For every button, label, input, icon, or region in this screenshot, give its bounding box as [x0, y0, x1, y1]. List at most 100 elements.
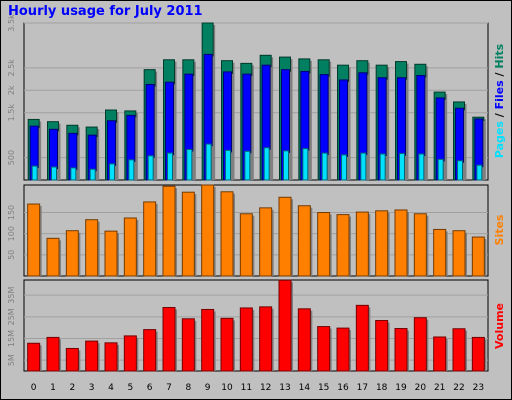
- x-tick-label: 0: [31, 383, 37, 393]
- x-tick-label: 21: [434, 383, 445, 393]
- x-tick-label: 15: [318, 383, 329, 393]
- x-tick-label: 7: [166, 383, 172, 393]
- bar-volume: [471, 336, 485, 372]
- bar-sites: [433, 228, 447, 277]
- bar-volume: [27, 342, 41, 372]
- y-tick-label: 100: [7, 226, 16, 241]
- bar-volume: [394, 328, 408, 372]
- bar-pages: [341, 154, 347, 181]
- bar-sites: [239, 213, 253, 277]
- bar-pages: [205, 143, 212, 181]
- x-tick-label: 23: [473, 383, 484, 393]
- bar-volume: [104, 342, 118, 372]
- bar-volume: [413, 317, 427, 372]
- y-tick-label: 1.5k: [7, 104, 16, 122]
- y-tick-label: 35M: [7, 287, 16, 304]
- bar-sites: [143, 201, 157, 277]
- bar-pages: [418, 153, 425, 181]
- bar-sites: [201, 184, 215, 277]
- x-tick-label: 18: [376, 383, 388, 393]
- x-tick-label: 5: [127, 383, 133, 393]
- bar-sites: [65, 230, 79, 277]
- bar-sites: [104, 230, 118, 277]
- bar-sites: [46, 237, 60, 277]
- y-tick-label: 5M: [7, 354, 16, 366]
- bar-sites: [471, 236, 485, 277]
- bar-pages: [399, 153, 405, 181]
- y-tick-label: 500: [7, 150, 16, 165]
- bar-sites: [162, 185, 176, 277]
- x-tick-label: 4: [108, 383, 114, 393]
- legend-entry: Hits: [493, 43, 506, 68]
- bar-pages: [109, 163, 115, 181]
- bar-pages: [437, 158, 444, 181]
- bar-pages: [167, 152, 173, 181]
- legend-entry: /: [493, 109, 506, 121]
- bar-pages: [147, 155, 154, 181]
- y-tick-label: 2.5k: [7, 59, 16, 77]
- bar-volume: [201, 308, 215, 372]
- bar-volume: [336, 327, 350, 372]
- bar-sites: [297, 205, 311, 277]
- bar-pages: [128, 159, 135, 181]
- bar-sites: [336, 214, 350, 277]
- bar-pages: [457, 160, 463, 181]
- x-tick-label: 16: [337, 383, 349, 393]
- bar-volume: [181, 318, 195, 372]
- bar-volume: [85, 340, 99, 372]
- legend-2: Volume: [493, 303, 506, 349]
- x-tick-label: 6: [147, 383, 153, 393]
- bar-volume: [355, 304, 369, 372]
- bar-pages: [283, 150, 289, 181]
- bar-volume: [433, 336, 447, 372]
- x-tick-label: 17: [357, 383, 368, 393]
- x-tick-label: 2: [69, 383, 75, 393]
- bar-pages: [244, 150, 251, 181]
- bar-sites: [220, 191, 234, 277]
- bar-volume: [143, 329, 157, 372]
- bar-sites: [413, 213, 427, 277]
- bar-volume: [297, 308, 311, 372]
- bar-sites: [259, 207, 273, 277]
- bar-pages: [476, 164, 483, 181]
- bar-pages: [302, 148, 309, 181]
- bar-pages: [31, 165, 38, 181]
- x-tick-label: 8: [185, 383, 191, 393]
- y-tick-label: 2k: [7, 85, 16, 95]
- bar-volume: [123, 335, 137, 372]
- bar-volume: [375, 320, 389, 372]
- bar-pages: [263, 147, 270, 181]
- bar-sites: [85, 219, 99, 277]
- y-tick-label: 25M: [7, 308, 16, 325]
- y-tick-label: 3.5k: [7, 14, 16, 32]
- bar-volume: [278, 279, 292, 372]
- bar-pages: [70, 167, 77, 181]
- y-tick-label: 15M: [7, 330, 16, 347]
- x-tick-label: 3: [89, 383, 95, 393]
- bar-sites: [317, 212, 331, 277]
- x-tick-label: 9: [205, 383, 211, 393]
- bar-pages: [186, 148, 193, 181]
- plot-area-0: [23, 22, 489, 181]
- y-tick-label: 150: [7, 205, 16, 220]
- legend-entry: Sites: [493, 214, 506, 245]
- x-tick-label: 22: [453, 383, 464, 393]
- y-tick-label: 50: [7, 250, 16, 260]
- x-tick-label: 14: [299, 383, 311, 393]
- bar-sites: [123, 217, 137, 277]
- x-tick-label: 13: [279, 383, 290, 393]
- bar-sites: [375, 210, 389, 277]
- bar-sites: [452, 230, 466, 277]
- plot-area-1: [23, 184, 489, 277]
- bar-sites: [278, 196, 292, 277]
- bar-pages: [89, 168, 96, 181]
- legend-0: Pages / Files / Hits: [493, 43, 506, 158]
- bar-volume: [162, 307, 176, 372]
- bar-sites: [394, 209, 408, 277]
- bar-sites: [27, 203, 41, 277]
- bar-pages: [51, 166, 57, 181]
- chart-title: Hourly usage for July 2011: [8, 4, 203, 19]
- bar-volume: [239, 307, 253, 372]
- legend-entry: Files: [493, 80, 506, 110]
